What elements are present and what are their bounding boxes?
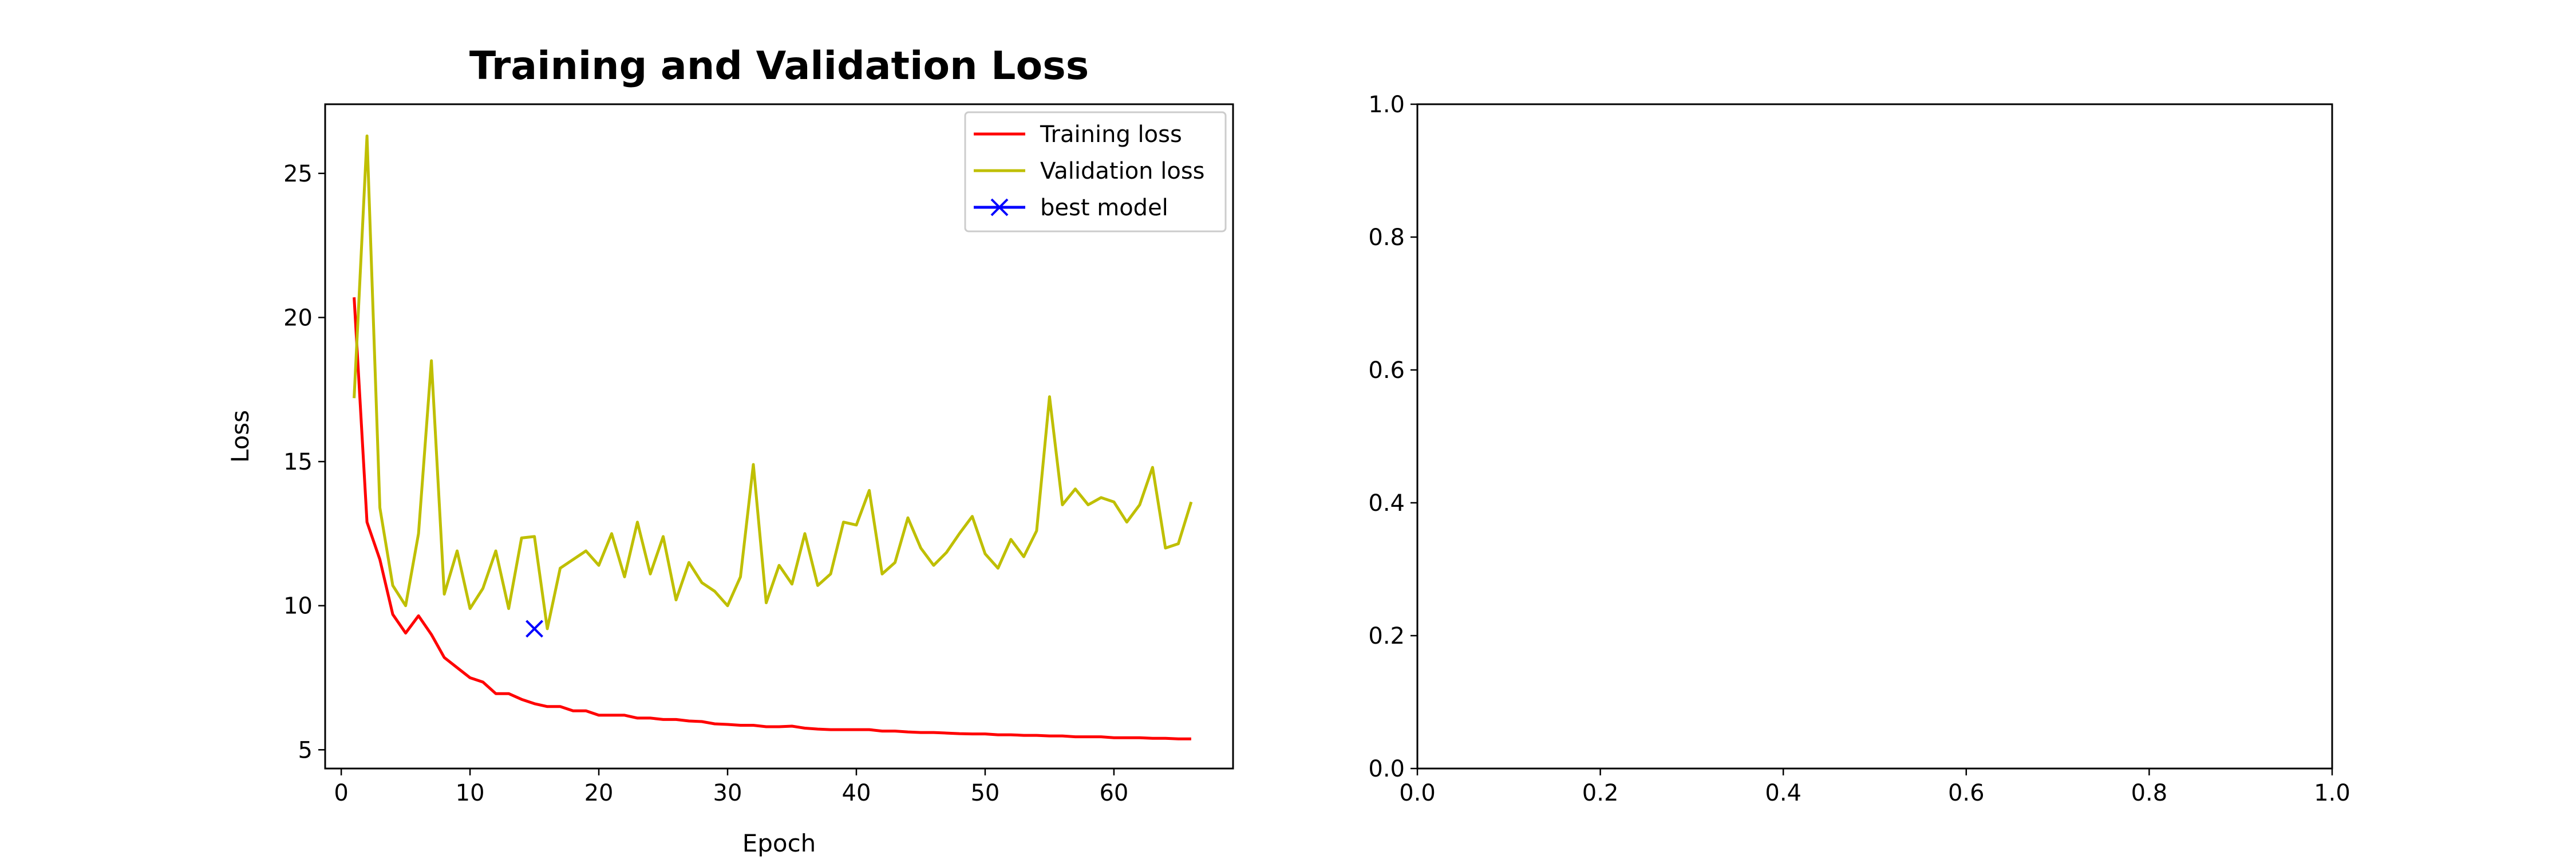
- legend-entry-training: Training loss: [974, 121, 1182, 148]
- y-tick-label: 5: [298, 737, 313, 763]
- x-axis-label: Epoch: [742, 829, 816, 857]
- legend-x-marker: [990, 198, 1009, 216]
- y-axis-label: Loss: [226, 410, 254, 463]
- y-tick-label: 25: [283, 161, 313, 187]
- series-line-training-loss: [353, 297, 1191, 740]
- y-tick-label: 20: [283, 305, 313, 331]
- x-tick-label: 40: [842, 780, 871, 806]
- x-tick-label: 30: [713, 780, 742, 806]
- x-tick-label: 20: [584, 780, 614, 806]
- empty-plot-ticks: 0.0 0.2 0.4 0.6 0.8 1.0 0.0 0.2 0.4 0.6 0.8 1.0: [1368, 92, 2350, 806]
- legend-marker-best-model: [990, 198, 1009, 216]
- x-tick-label: 1.0: [2314, 780, 2350, 806]
- y-tick-label: 0.8: [1368, 224, 1405, 251]
- x-tick-label: 0.0: [1399, 780, 1436, 806]
- y-tick-label: 10: [283, 593, 313, 620]
- y-tick-label: 0.0: [1368, 756, 1405, 782]
- y-tick-label: 1.0: [1368, 92, 1405, 118]
- series-line-validation-loss: [353, 134, 1193, 631]
- x-tick-label: 50: [970, 780, 999, 806]
- plot-lines: [353, 134, 1193, 740]
- legend-entry-best-model: best model: [974, 195, 1168, 221]
- y-tick-label: 15: [283, 449, 313, 475]
- empty-plot: 0.0 0.2 0.4 0.6 0.8 1.0 0.0 0.2 0.4 0.6 0.8 1.0: [1368, 92, 2350, 806]
- plot-title: Training and Validation Loss: [469, 44, 1089, 89]
- legend: Training loss Validation loss best model: [964, 111, 1227, 233]
- x-tick-label: 10: [456, 780, 485, 806]
- legend-entry-validation: Validation loss: [974, 158, 1205, 184]
- loss-plot: Training and Validation Loss 0 10 20 30 40 50…: [226, 44, 1234, 857]
- x-tick-label: 0.6: [1948, 780, 1985, 806]
- x-tick-label: 0.4: [1765, 780, 1801, 806]
- legend-label-validation: Validation loss: [1040, 158, 1205, 184]
- x-tick-label: 0.8: [2131, 780, 2168, 806]
- y-tick-label: 0.2: [1368, 623, 1405, 649]
- legend-label-training: Training loss: [1040, 121, 1182, 148]
- x-tick-label: 0: [334, 780, 348, 806]
- y-tick-label: 0.6: [1368, 357, 1405, 384]
- plot-ticks: 0 10 20 30 40 50 60 5 10 15 20 25: [283, 161, 1128, 806]
- empty-plot-frame: [1416, 103, 2333, 770]
- legend-label-best-model: best model: [1040, 195, 1168, 221]
- x-tick-label: 60: [1099, 780, 1128, 806]
- y-tick-label: 0.4: [1368, 490, 1405, 517]
- plot-frame: [324, 103, 1234, 770]
- legend-box: [964, 111, 1227, 233]
- x-tick-label: 0.2: [1582, 780, 1619, 806]
- best-model-marker: [526, 620, 543, 638]
